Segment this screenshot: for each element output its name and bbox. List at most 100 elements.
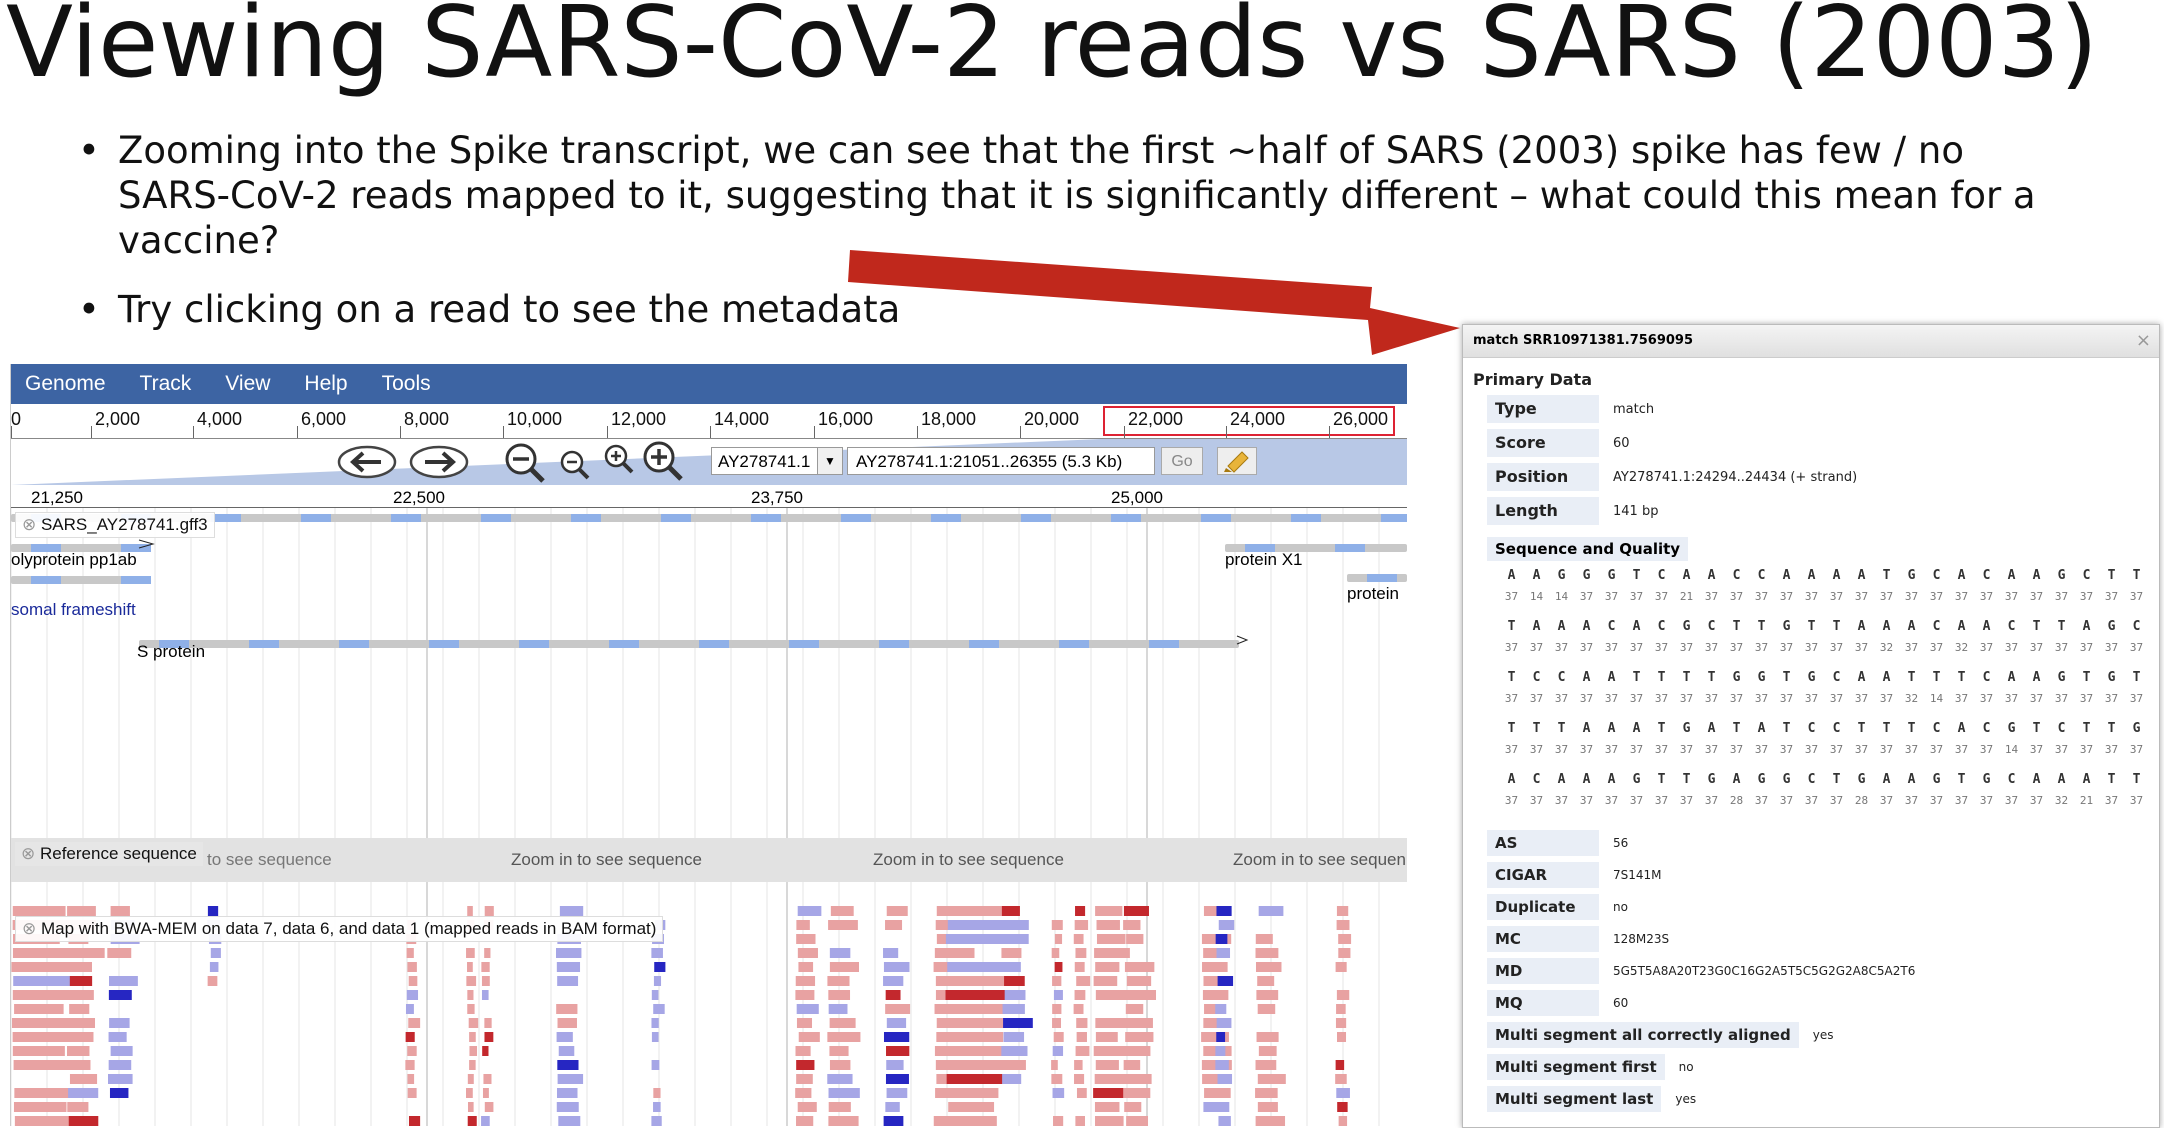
close-icon[interactable]: ⊗ [22, 515, 41, 534]
read-alignment[interactable] [207, 906, 219, 916]
read-alignment[interactable] [883, 962, 910, 972]
read-alignment[interactable] [67, 906, 96, 916]
feature-label-protein[interactable]: protein [1347, 584, 1399, 603]
read-alignment[interactable] [467, 1116, 477, 1126]
read-alignment[interactable] [1052, 1004, 1062, 1014]
read-alignment[interactable] [796, 1018, 813, 1028]
read-alignment[interactable] [946, 1074, 1017, 1084]
read-alignment[interactable] [70, 962, 92, 972]
read-alignment[interactable] [1073, 1004, 1084, 1014]
feature-bar[interactable] [139, 640, 1239, 648]
read-alignment[interactable] [829, 1018, 856, 1028]
read-alignment[interactable] [828, 1004, 848, 1014]
read-alignment[interactable] [827, 1074, 853, 1084]
read-alignment[interactable] [1001, 948, 1022, 958]
read-alignment[interactable] [1204, 1088, 1225, 1098]
read-alignment[interactable] [947, 962, 1015, 972]
read-alignment[interactable] [68, 1060, 91, 1070]
read-alignment[interactable] [796, 1060, 815, 1070]
read-alignment[interactable] [829, 1046, 849, 1056]
read-alignment[interactable] [1336, 920, 1350, 930]
read-alignment[interactable] [1126, 1116, 1149, 1126]
read-alignment[interactable] [1257, 1074, 1286, 1084]
read-alignment[interactable] [948, 1102, 995, 1112]
read-alignment[interactable] [408, 976, 418, 986]
read-alignment[interactable] [651, 1018, 659, 1028]
read-alignment[interactable] [1054, 962, 1063, 972]
read-alignment[interactable] [484, 948, 491, 958]
read-alignment[interactable] [1123, 920, 1141, 930]
read-alignment[interactable] [69, 976, 93, 986]
read-alignment[interactable] [945, 1046, 1006, 1056]
popup-title-bar[interactable]: match SRR10971381.7569095 × [1463, 325, 2159, 358]
read-alignment[interactable] [1074, 1060, 1083, 1070]
read-alignment[interactable] [1338, 948, 1351, 958]
read-alignment[interactable] [1093, 1088, 1132, 1098]
read-alignment[interactable] [1001, 1046, 1028, 1056]
read-alignment[interactable] [1052, 1018, 1062, 1028]
read-alignment[interactable] [946, 1088, 999, 1098]
menu-help[interactable]: Help [304, 372, 348, 395]
feature-label-s-protein[interactable]: S protein [137, 642, 206, 661]
read-alignment[interactable] [1003, 962, 1021, 972]
read-alignment[interactable] [1257, 976, 1275, 986]
read-alignment[interactable] [1336, 1004, 1346, 1014]
read-alignment[interactable] [795, 990, 815, 1000]
go-button[interactable]: Go [1161, 447, 1203, 475]
location-input[interactable]: AY278741.1:21051..26355 (5.3 Kb) [847, 447, 1155, 475]
read-alignment[interactable] [1258, 1046, 1277, 1056]
read-alignment[interactable] [1004, 934, 1029, 944]
read-alignment[interactable] [1215, 1060, 1229, 1070]
read-alignment[interactable] [1335, 962, 1347, 972]
read-alignment[interactable] [795, 976, 816, 986]
close-icon[interactable]: × [2135, 330, 2151, 351]
read-alignment[interactable] [109, 1088, 129, 1098]
read-alignment[interactable] [1215, 1004, 1227, 1014]
read-alignment[interactable] [67, 1046, 90, 1056]
read-alignment[interactable] [883, 976, 904, 986]
read-alignment[interactable] [67, 1102, 89, 1112]
read-alignment[interactable] [13, 976, 73, 986]
read-alignment[interactable] [1255, 1116, 1286, 1126]
read-alignment[interactable] [1053, 1032, 1064, 1042]
read-alignment[interactable] [70, 990, 94, 1000]
feature-label-protein-x1[interactable]: protein X1 [1225, 550, 1303, 569]
read-alignment[interactable] [556, 1032, 573, 1042]
read-alignment[interactable] [1126, 1074, 1152, 1084]
read-alignment[interactable] [795, 1046, 811, 1056]
read-alignment[interactable] [69, 1074, 98, 1084]
zoom-out-large-icon[interactable] [503, 441, 547, 485]
read-alignment[interactable] [935, 920, 958, 930]
read-alignment[interactable] [1126, 976, 1152, 986]
read-alignment[interactable] [828, 1102, 851, 1112]
read-alignment[interactable] [12, 1032, 79, 1042]
read-alignment[interactable] [481, 976, 490, 986]
read-alignment[interactable] [651, 1116, 662, 1126]
read-alignment[interactable] [557, 1074, 584, 1084]
read-alignment[interactable] [559, 906, 584, 916]
menu-genome[interactable]: Genome [25, 372, 106, 395]
read-alignment[interactable] [1002, 1004, 1025, 1014]
read-alignment[interactable] [1051, 948, 1060, 958]
read-alignment[interactable] [1095, 1032, 1118, 1042]
read-alignment[interactable] [653, 976, 662, 986]
read-alignment[interactable] [947, 906, 1009, 916]
read-alignment[interactable] [1215, 1088, 1231, 1098]
read-alignment[interactable] [14, 1088, 75, 1098]
read-alignment[interactable] [12, 948, 78, 958]
read-alignment[interactable] [1215, 1046, 1226, 1056]
chevron-down-icon[interactable]: ▼ [817, 448, 842, 474]
read-alignment[interactable] [1125, 1004, 1144, 1014]
read-alignment[interactable] [69, 1004, 90, 1014]
read-alignment[interactable] [1001, 906, 1020, 916]
read-alignment[interactable] [1124, 962, 1155, 972]
read-alignment[interactable] [654, 962, 666, 972]
feature-bar[interactable] [11, 514, 1407, 522]
read-alignment[interactable] [1053, 1116, 1064, 1126]
read-alignment[interactable] [1126, 934, 1144, 944]
read-alignment[interactable] [210, 948, 221, 958]
read-alignment[interactable] [14, 1116, 90, 1126]
read-alignment[interactable] [1095, 1018, 1127, 1028]
read-alignment[interactable] [1336, 1088, 1350, 1098]
read-alignment[interactable] [1124, 1018, 1153, 1028]
